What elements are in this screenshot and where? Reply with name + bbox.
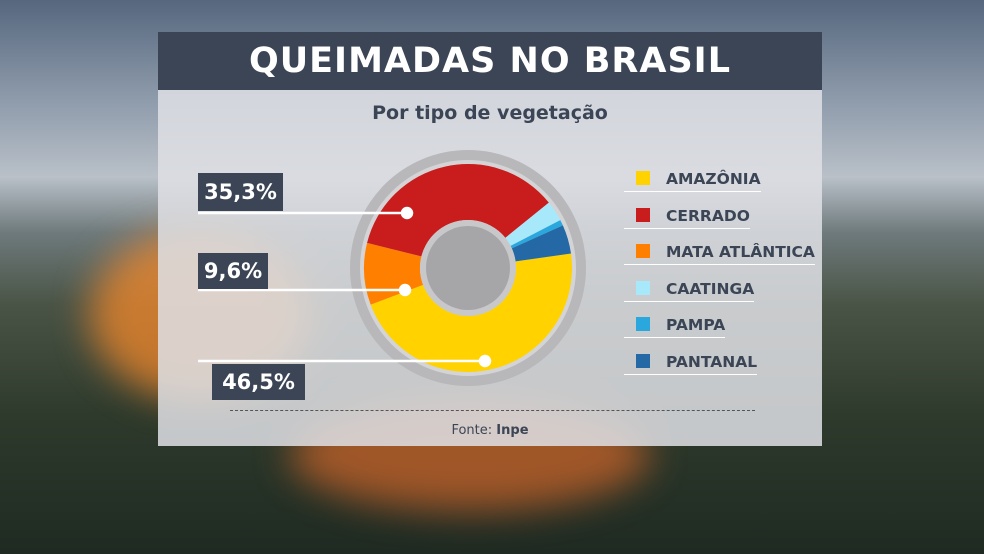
donut-chart <box>198 150 586 386</box>
legend-swatch <box>636 171 650 185</box>
legend-swatch <box>636 317 650 331</box>
source-label: Fonte: <box>451 423 493 438</box>
leader-dot-amazonia <box>478 354 492 368</box>
legend-label: PANTANAL <box>666 352 758 371</box>
legend-label: CAATINGA <box>666 279 755 298</box>
donut-center <box>426 226 510 310</box>
legend-label: PAMPA <box>666 316 726 334</box>
legend-swatch <box>636 280 650 295</box>
leader-dot-mata-atlantica <box>398 283 412 297</box>
slice-cerrado <box>367 163 549 257</box>
infographic-panel: QUEIMADAS NO BRASIL Por tipo de vegetaçã… <box>158 32 822 446</box>
legend-label: CERRADO <box>666 206 750 225</box>
source-value: Inpe <box>496 423 529 438</box>
legend-item: CERRADO <box>624 207 750 229</box>
legend-item: MATA ATLÂNTICA <box>624 243 815 265</box>
source: Fonte: Inpe <box>158 423 822 438</box>
slice-pampa <box>510 220 563 249</box>
legend-swatch <box>636 244 650 258</box>
legend-item: PAMPA <box>624 316 726 338</box>
data-label-mata-atlantica: 9,6% <box>198 253 268 289</box>
page-title: QUEIMADAS NO BRASIL <box>158 32 822 90</box>
legend-item: CAATINGA <box>624 279 755 302</box>
legend-label: AMAZÔNIA <box>666 170 761 188</box>
legend-swatch <box>636 353 650 368</box>
slice-amaz-nia <box>370 253 572 373</box>
leader-dot-cerrado <box>400 206 414 220</box>
divider <box>230 410 755 411</box>
legend-label: MATA ATLÂNTICA <box>666 243 815 261</box>
data-label-cerrado: 35,3% <box>198 173 283 211</box>
legend-swatch <box>636 207 650 222</box>
legend-item: AMAZÔNIA <box>624 170 761 192</box>
legend-item: PANTANAL <box>624 352 758 375</box>
data-label-amazonia: 46,5% <box>212 364 305 400</box>
slice-caatinga <box>505 202 561 246</box>
chart-subtitle: Por tipo de vegetação <box>372 102 608 124</box>
slice-pantanal <box>511 225 571 262</box>
